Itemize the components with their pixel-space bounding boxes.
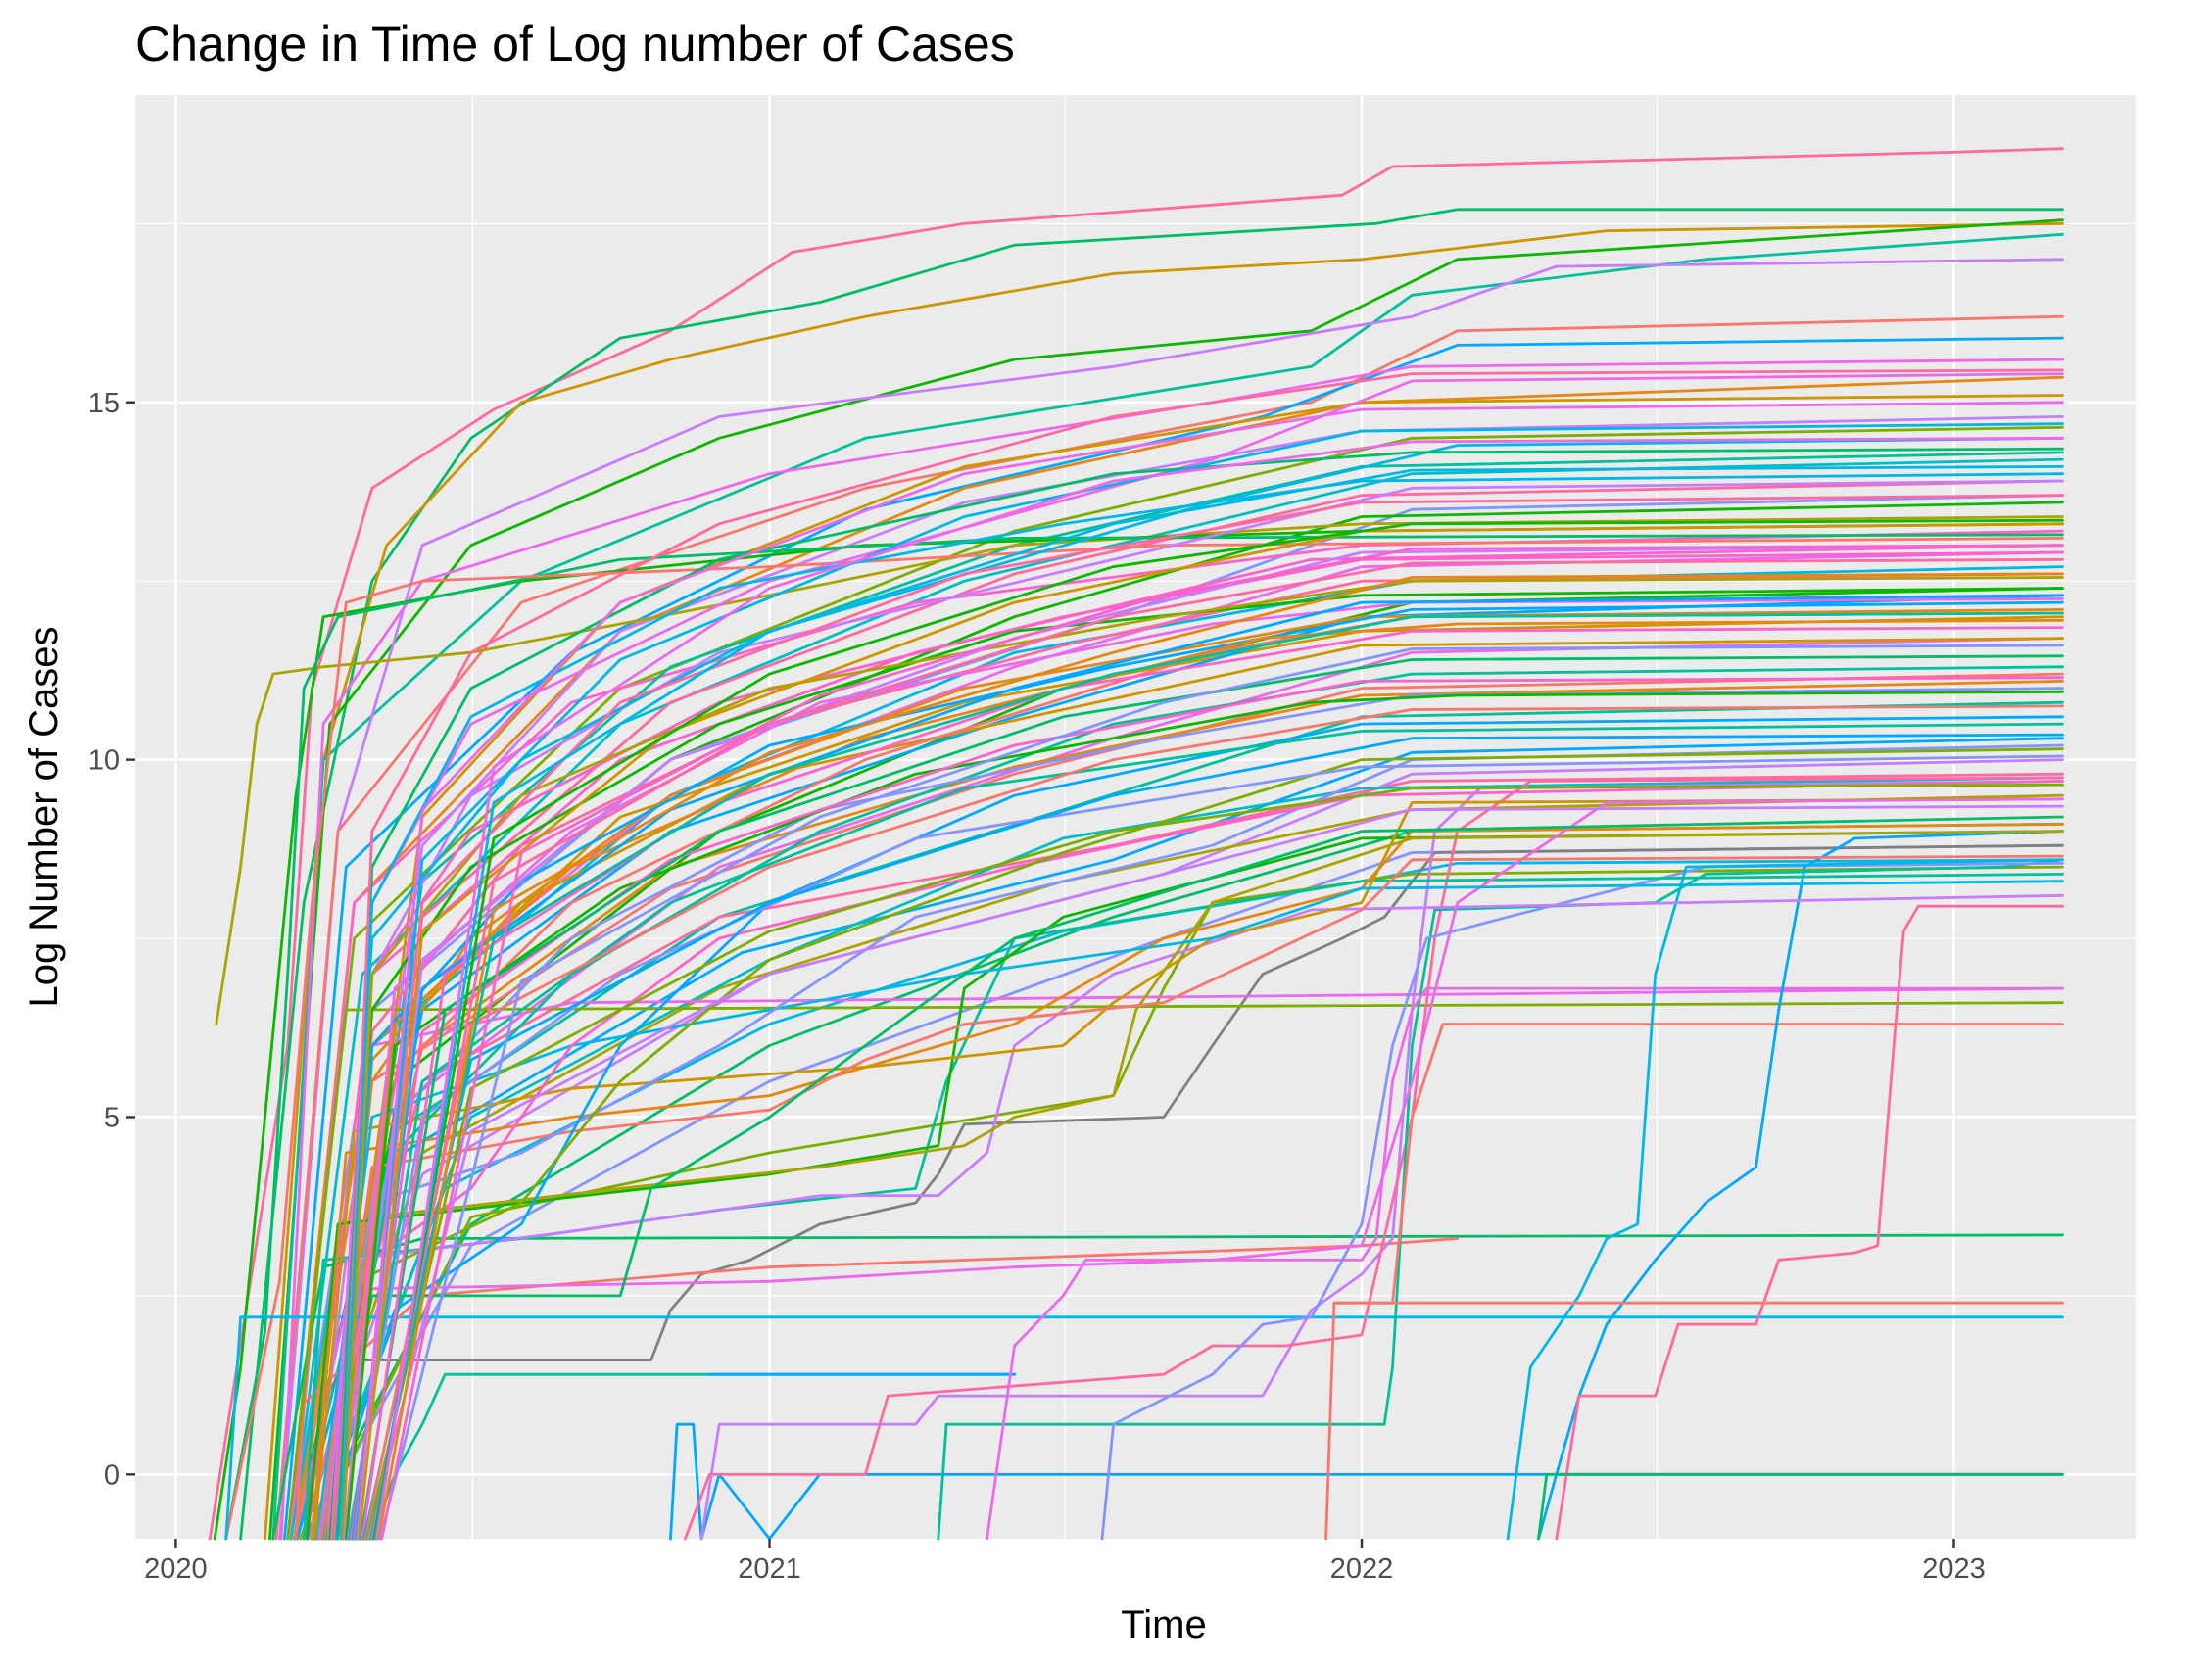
series-line-99	[351, 594, 2064, 1541]
series-line-102	[354, 422, 2064, 1541]
series-line-91	[339, 472, 2064, 1541]
series-line-68	[313, 830, 2064, 1541]
series-line-71	[316, 854, 2064, 1541]
series-line-92	[341, 576, 2064, 1541]
series-line-108	[363, 704, 2064, 1541]
x-tick-label: 2020	[144, 1553, 208, 1585]
series-line-66	[311, 822, 2064, 1541]
series-line-112	[370, 557, 2064, 1541]
series-line-52	[699, 780, 2064, 1541]
series-line-29	[311, 865, 2064, 1541]
series-line-100	[353, 544, 2064, 1541]
series-line-113	[372, 518, 2064, 1541]
chart-title: Change in Time of Log number of Cases	[135, 17, 1015, 72]
series-line-69	[315, 797, 2064, 1541]
series-line-111	[368, 611, 2064, 1541]
series-line-60	[1555, 904, 2064, 1541]
series-line-24	[302, 772, 2064, 1541]
series-line-47	[286, 1001, 2064, 1541]
series-line-115	[375, 436, 2064, 1541]
series-line-67	[312, 797, 2064, 1541]
series-line-46	[294, 1237, 1460, 1541]
series-line-41	[224, 533, 2064, 1541]
series-line-38	[321, 394, 2064, 1541]
series-line-2	[239, 208, 2064, 1541]
series-line-109	[365, 783, 2064, 1541]
x-tick-label: 2023	[1922, 1553, 1986, 1585]
series-line-44	[224, 1315, 2064, 1541]
series-line-56	[1324, 1023, 2064, 1541]
series-line-61	[1537, 1472, 2064, 1541]
series-line-117	[378, 644, 2064, 1541]
series-line-9	[279, 358, 2064, 1541]
series-line-77	[323, 608, 2064, 1541]
series-line-64	[306, 830, 2064, 1541]
series-line-101	[353, 494, 2064, 1541]
series-line-90	[339, 368, 2064, 1541]
series-line-116	[376, 572, 2064, 1541]
series-line-3	[264, 221, 2064, 1541]
x-axis: 2020 2021 2022 2023	[144, 1539, 1986, 1585]
series-line-72	[318, 815, 2064, 1541]
series-line-57	[1100, 862, 2064, 1541]
series-line-87	[334, 600, 2064, 1541]
series-line-7	[274, 314, 2064, 1541]
series-line-94	[344, 618, 2064, 1541]
series-line-97	[348, 722, 2064, 1541]
series-line-104	[358, 522, 2064, 1541]
series-line-55	[986, 986, 2064, 1541]
y-tick-label: 10	[88, 745, 120, 777]
series-line-40	[213, 522, 2064, 1541]
x-tick-label: 2022	[1330, 1553, 1394, 1585]
series-line-105	[359, 654, 2064, 1541]
series-lines	[208, 147, 2064, 1541]
series-line-1	[208, 147, 2064, 1541]
series-line-12	[289, 457, 2064, 1541]
series-line-114	[373, 464, 2064, 1541]
y-axis-title: Log Number of Cases	[23, 626, 66, 1007]
series-line-118	[380, 544, 2064, 1541]
x-tick-label: 2021	[738, 1553, 801, 1585]
plot-panel	[135, 95, 2136, 1539]
series-line-110	[367, 804, 2064, 1541]
y-tick-label: 15	[88, 388, 120, 419]
y-tick-label: 0	[104, 1459, 120, 1491]
y-axis: 0 5 10 15	[88, 388, 135, 1491]
y-tick-label: 5	[104, 1102, 120, 1133]
series-line-6	[277, 258, 2064, 1541]
series-line-30	[311, 776, 2064, 1541]
series-line-106	[361, 626, 2064, 1541]
series-line-65	[309, 893, 2064, 1541]
series-line-96	[346, 754, 2064, 1541]
series-line-81	[328, 587, 2064, 1541]
series-line-98	[349, 676, 2064, 1541]
x-axis-title: Time	[1121, 1603, 1206, 1646]
series-line-103	[356, 401, 2064, 1541]
series-line-95	[344, 690, 2064, 1541]
series-line-54	[937, 858, 2064, 1541]
series-line-89	[336, 447, 2064, 1541]
series-line-50	[669, 1422, 2064, 1541]
